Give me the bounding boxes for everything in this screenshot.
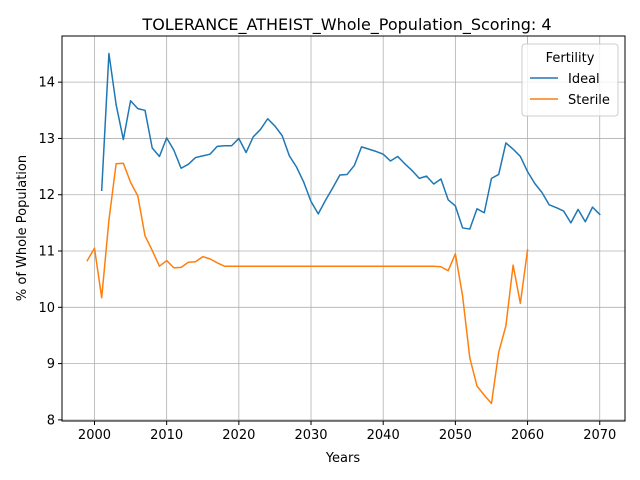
x-tick-label: 2010 [150, 428, 183, 443]
legend-box [521, 43, 619, 117]
y-tick-label: 13 [38, 132, 55, 147]
x-tick-label: 2050 [439, 428, 472, 443]
x-axis-label: Years [325, 451, 361, 466]
x-tick-label: 2030 [294, 428, 327, 443]
legend-title: Fertility [546, 51, 595, 66]
plot-frame [61, 35, 626, 422]
chart-title: TOLERANCE_ATHEIST_Whole_Population_Scori… [141, 15, 551, 35]
x-tick-label: 2070 [583, 428, 616, 443]
series-line-ideal [100, 52, 601, 230]
legend-label-ideal: Ideal [568, 72, 600, 87]
x-tick-label: 2020 [222, 428, 255, 443]
legend: Fertility Ideal Sterile [521, 43, 619, 117]
y-axis-label: % of Whole Population [15, 155, 30, 301]
y-tick-label: 14 [38, 76, 55, 91]
series-line-sterile [86, 162, 529, 405]
y-axis: 8 9 10 11 12 13 14 [38, 76, 62, 428]
x-tick-label: 2000 [78, 428, 111, 443]
x-tick-label: 2040 [367, 428, 400, 443]
series-layer [86, 52, 601, 405]
y-tick-label: 8 [47, 413, 55, 428]
y-tick-label: 9 [47, 357, 55, 372]
y-tick-label: 11 [38, 245, 55, 260]
x-axis: 2000 2010 2020 2030 2040 2050 2060 2070 [78, 421, 616, 443]
x-tick-label: 2060 [511, 428, 544, 443]
y-tick-label: 12 [38, 188, 55, 203]
legend-label-sterile: Sterile [568, 93, 610, 108]
y-tick-label: 10 [38, 301, 55, 316]
